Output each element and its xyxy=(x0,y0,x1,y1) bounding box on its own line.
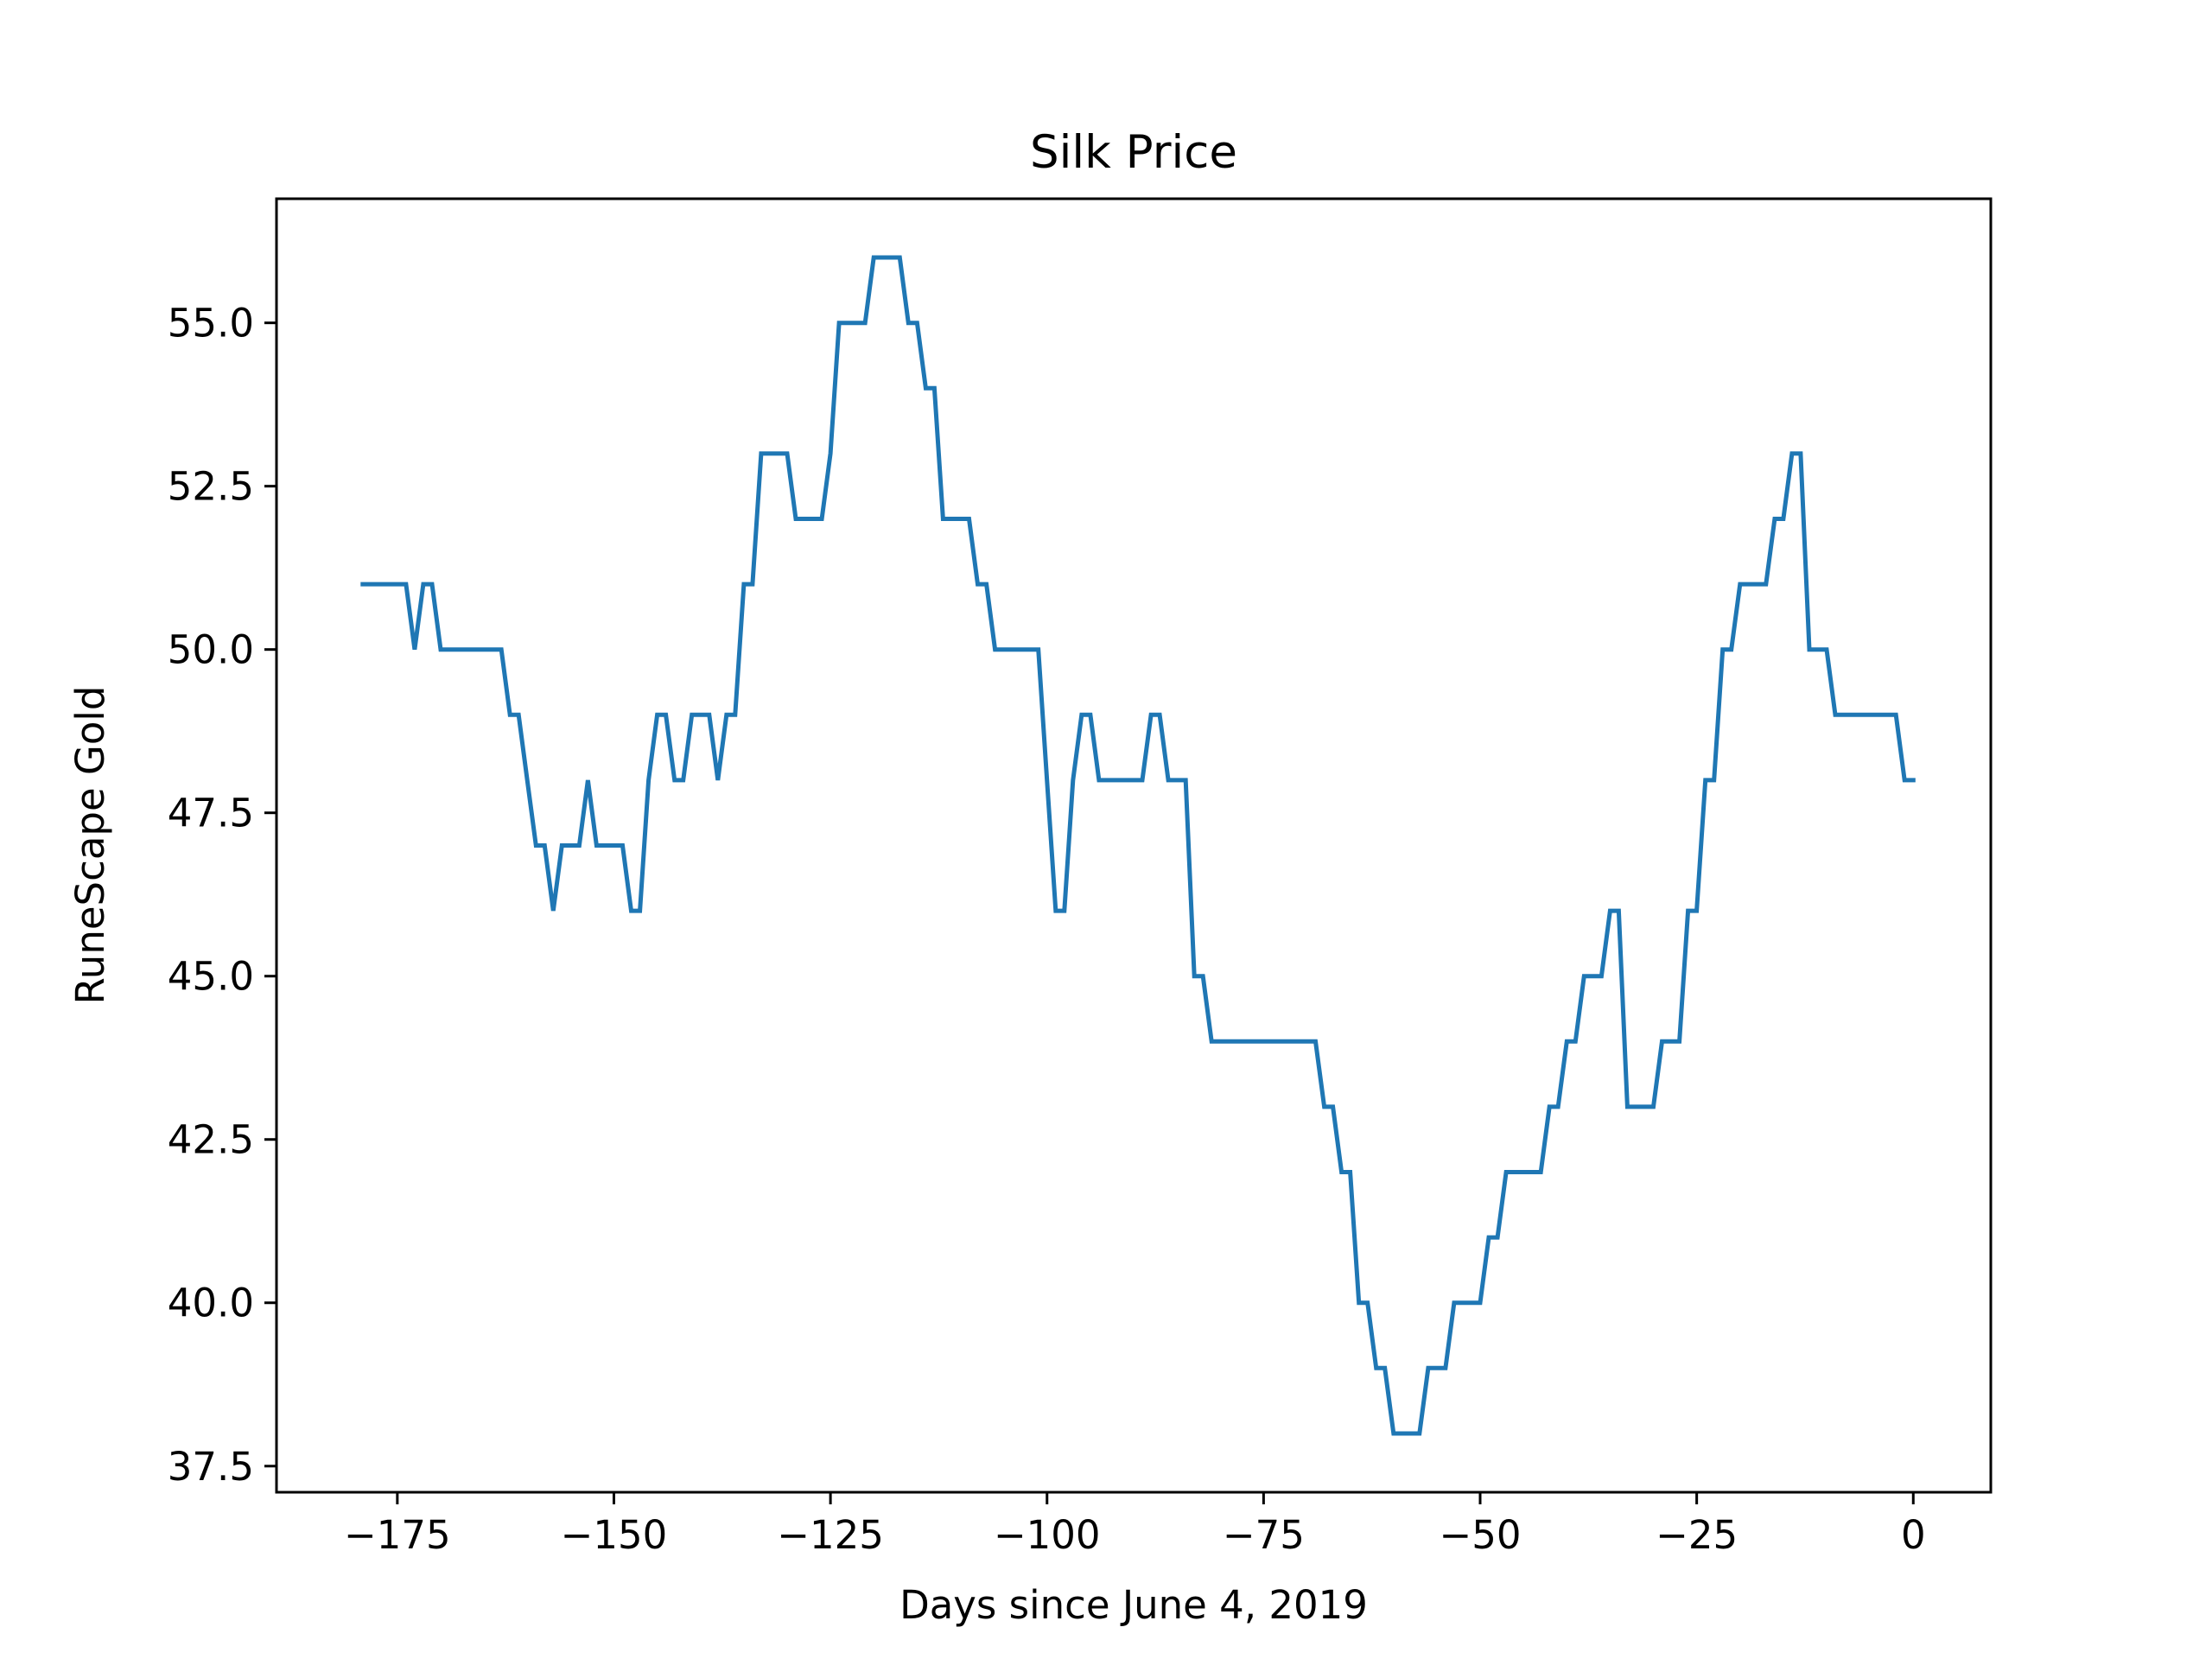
y-tick-label: 45.0 xyxy=(168,954,254,1000)
series-line-0 xyxy=(360,255,1916,1436)
y-axis: 37.5 40.0 42.5 45.0 47.5 50.0 52.5 55.0 xyxy=(168,301,276,1490)
y-axis-label: RuneScape Gold xyxy=(67,686,113,1005)
x-tick-label: −75 xyxy=(1223,1512,1305,1558)
plot-frame xyxy=(275,197,1993,1494)
x-tick-label: −150 xyxy=(561,1512,668,1558)
marks-layer xyxy=(360,255,1916,1436)
x-axis-label: Days since June 4, 2019 xyxy=(899,1582,1368,1628)
y-tick-label: 55.0 xyxy=(168,301,254,346)
y-tick-label: 37.5 xyxy=(168,1444,254,1490)
x-axis: −175 −150 −125 −100 −75 −50 −25 0 xyxy=(344,1492,1926,1558)
y-tick-label: 40.0 xyxy=(168,1281,254,1326)
y-tick-label: 42.5 xyxy=(168,1117,254,1163)
x-tick-label: −100 xyxy=(994,1512,1101,1558)
y-tick-label: 47.5 xyxy=(168,791,254,836)
y-tick-label: 52.5 xyxy=(168,464,254,510)
x-tick-label: −175 xyxy=(344,1512,451,1558)
x-tick-label: 0 xyxy=(1901,1512,1926,1558)
x-tick-label: −125 xyxy=(777,1512,884,1558)
y-tick-label: 50.0 xyxy=(168,627,254,673)
x-tick-label: −50 xyxy=(1440,1512,1522,1558)
x-tick-label: −25 xyxy=(1656,1512,1738,1558)
chart-title: Silk Price xyxy=(1030,126,1237,179)
